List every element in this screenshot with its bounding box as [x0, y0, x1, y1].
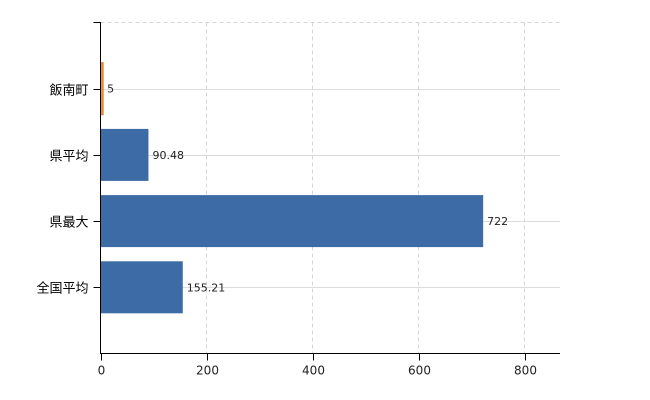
x-tick-label: 600 [408, 364, 431, 378]
x-tick-label: 400 [302, 364, 325, 378]
category-label: 全国平均 [36, 281, 88, 297]
value-label: 90.48 [152, 149, 184, 162]
category-label: 県平均 [49, 150, 88, 165]
category-label: 県最大 [49, 216, 88, 231]
bar [100, 195, 484, 248]
value-label: 155.21 [187, 281, 226, 294]
value-label: 5 [107, 83, 114, 96]
bar [100, 128, 149, 181]
bar [100, 261, 183, 314]
x-tick-label: 800 [514, 364, 537, 378]
category-label: 飯南町 [49, 83, 88, 99]
x-tick-label: 200 [196, 364, 219, 378]
x-tick-label: 0 [98, 364, 106, 378]
value-label: 722 [487, 215, 508, 228]
